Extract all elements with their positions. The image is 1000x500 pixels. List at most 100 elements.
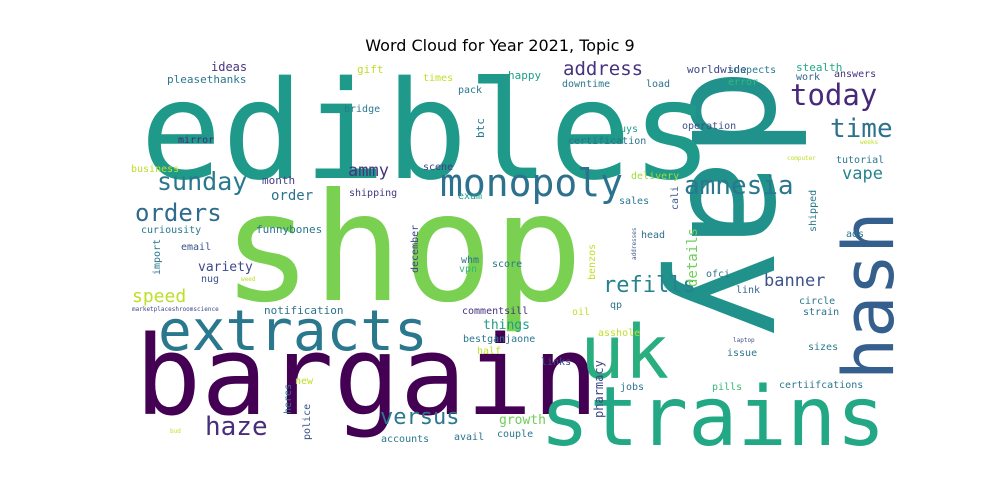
word-avail: avail [454,432,484,443]
word-monopoly: monopoly [440,161,623,205]
word-links: links [541,357,571,368]
word-details: details [685,228,701,287]
word-month: month [262,174,295,187]
word-banner: banner [764,271,825,291]
word-worldwide: worldwide [687,63,747,76]
word-gift: gift [357,63,384,76]
word-today: today [790,78,877,112]
word-scene: scene [423,162,453,173]
word-versus: versus [380,405,459,430]
word-laptop: laptop [733,337,755,344]
word-time: time [830,114,893,144]
word-heres: heres [283,384,294,414]
word-ammy: ammy [348,161,389,181]
word-speed: speed [132,286,186,307]
word-answers: answers [834,69,876,80]
word-amnesia: amnesia [684,171,794,201]
word-nug: nug [201,274,219,285]
word-ofci: ofci [706,269,730,280]
word-accounts: accounts [381,434,429,445]
word-vpn: vpn [459,264,477,275]
word-shipping: shipping [349,188,397,199]
word-hash: hash [828,211,910,380]
word-operation: operation [682,121,736,132]
word-computer: computer [787,155,816,162]
word-head: head [641,230,665,241]
word-business: business [131,164,179,175]
word-new: new [295,376,314,387]
word-day: day [656,68,830,339]
word-suspects: suspects [728,65,776,76]
word-bridge: bridge [344,104,380,115]
word-variety: variety [198,260,253,275]
word-delivery: delivery [631,171,679,182]
word-btc: btc [474,118,487,138]
word-weeks: weeks [860,139,878,146]
word-notification: notification [264,304,343,317]
word-addresses: addresses [631,227,638,260]
word-certiifcations: certiifcations [779,380,863,391]
chart-title: Word Cloud for Year 2021, Topic 9 [365,36,635,55]
word-refills: refills [603,273,696,298]
word-marketplaceshroomscience: marketplaceshroomscience [132,306,219,313]
word-sizes: sizes [808,342,838,353]
word-ads: ads [846,229,864,240]
word-pack: pack [458,85,482,96]
word-bestganjaone: bestganjaone [463,334,535,345]
word-strain: strain [803,307,839,318]
word-half: half [477,346,501,357]
word-error: error [728,77,758,88]
word-december: december [410,225,421,273]
word-orders: orders [135,199,222,227]
word-bud: bud [170,428,181,435]
word-ideas: ideas [211,60,247,74]
word-address: address [563,58,643,80]
word-uk: uk [580,310,669,396]
word-oil: oil [572,307,590,318]
word-sunday: sunday [157,167,247,196]
word-curiousity: curiousity [141,225,201,236]
word-strains: strains [540,370,886,465]
word-benzos: benzos [587,244,598,280]
word-mirror: mirror [178,135,214,146]
word-pharmacy: pharmacy [592,360,606,418]
word-shop: shop [222,162,583,336]
word-import: import [152,239,163,275]
word-email: email [181,242,211,253]
word-issue: issue [727,348,757,359]
word-shipped: shipped [808,190,819,232]
word-qp: qp [610,300,622,311]
word-cali: cali [670,186,681,210]
word-exam: exam [458,191,482,202]
word-police: police [302,404,313,440]
word-work: work [796,72,820,83]
word-link: link [736,285,760,296]
word-asshole: asshole [598,328,640,339]
word-order: order [271,188,313,204]
word-guys: guys [614,124,638,135]
word-happy: happy [508,69,541,82]
word-growth: growth [499,413,546,428]
word-downtime: downtime [562,79,610,90]
word-jobs: jobs [620,382,644,393]
word-circle: circle [799,296,835,307]
word-stealth: stealth [796,61,842,74]
word-tutorial: tutorial [836,155,884,166]
word-couple: couple [497,429,533,440]
word-bargain: bargain [135,312,599,440]
word-sales: sales [619,196,649,207]
word-vape: vape [842,164,883,184]
word-funnybones: funnybones [256,223,322,236]
word-commentsill: commentsill [462,306,528,317]
word-edibles: edibles [140,53,713,211]
word-pills: pills [712,382,742,393]
word-weed: weed [241,276,256,283]
word-load: load [646,79,670,90]
word-pleasethanks: pleasethanks [167,73,246,86]
word-things: things [483,318,530,333]
word-times: times [423,73,453,84]
word-score: score [492,259,522,270]
word-haze: haze [205,412,268,442]
word-certification: certification [568,136,646,147]
